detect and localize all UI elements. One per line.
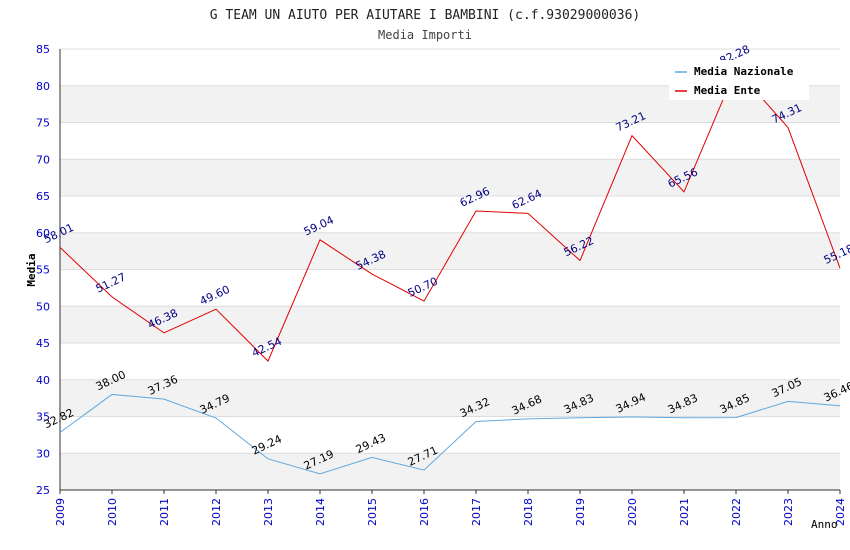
- chart-title: G TEAM UN AIUTO PER AIUTARE I BAMBINI (c…: [210, 8, 640, 23]
- x-tick-label: 2021: [678, 498, 691, 526]
- x-tick-label: 2011: [158, 498, 171, 526]
- x-tick-label: 2020: [626, 498, 639, 526]
- x-tick-label: 2009: [54, 498, 67, 526]
- legend-label-nazionale: Media Nazionale: [694, 65, 794, 78]
- series-group: [59, 68, 841, 475]
- grid-band: [60, 232, 840, 270]
- grid-band: [60, 453, 840, 490]
- y-tick-label: 45: [36, 337, 50, 350]
- y-tick-label: 55: [36, 264, 50, 277]
- x-tick-label: 2022: [730, 498, 743, 526]
- y-tick-label: 65: [36, 190, 50, 203]
- x-tick-label: 2015: [366, 498, 379, 526]
- y-axis-label: Media: [25, 253, 38, 286]
- x-tick-label: 2014: [314, 498, 327, 526]
- y-tick-label: 60: [36, 227, 50, 240]
- y-tick-label: 50: [36, 300, 50, 313]
- plot-background: [60, 48, 840, 491]
- y-tick-label: 70: [36, 153, 50, 166]
- x-tick-label: 2012: [210, 498, 223, 526]
- grid-band: [60, 306, 840, 343]
- x-tick-label: 2018: [522, 498, 535, 526]
- chart-subtitle: Media Importi: [378, 28, 472, 42]
- y-tick-label: 40: [36, 374, 50, 387]
- series-line-0: [59, 393, 841, 475]
- y-tick-label: 35: [36, 411, 50, 424]
- y-axis: 25 30 35 40 45 50 55 60 65 70 75 80 85: [36, 43, 61, 497]
- legend-label-ente: Media Ente: [694, 84, 761, 97]
- x-tick-label: 2023: [782, 498, 795, 526]
- x-axis-label: Anno: [811, 518, 838, 531]
- legend: Media Nazionale Media Ente: [669, 60, 809, 100]
- x-tick-label: 2019: [574, 498, 587, 526]
- y-tick-label: 85: [36, 43, 50, 56]
- y-tick-label: 80: [36, 80, 50, 93]
- legend-box: [669, 60, 809, 100]
- x-tick-label: 2013: [262, 498, 275, 526]
- series-line-1: [59, 68, 841, 362]
- grid-band: [60, 159, 840, 196]
- y-tick-label: 25: [36, 484, 50, 497]
- x-axis: 2009 2010 2011 2012 2013 2014 2015 2016 2017 2018…: [54, 489, 847, 526]
- x-tick-label: 2024: [834, 498, 847, 526]
- x-tick-label: 2017: [470, 498, 483, 526]
- y-tick-label: 30: [36, 447, 50, 460]
- x-tick-label: 2016: [418, 498, 431, 526]
- x-tick-label: 2010: [106, 498, 119, 526]
- grid-band: [60, 379, 840, 417]
- y-tick-label: 75: [36, 117, 50, 130]
